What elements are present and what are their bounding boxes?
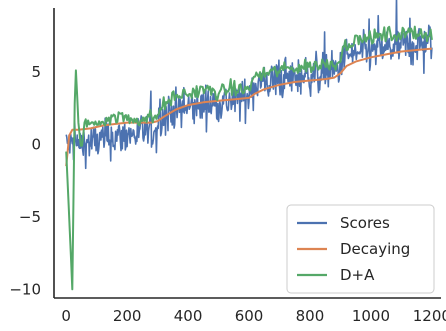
x-tick-label: 1200: [413, 307, 446, 325]
series-layer: [65, 0, 433, 291]
y-tick-label: −5: [19, 208, 41, 226]
axes: [53, 8, 441, 299]
x-tick-label: 800: [296, 307, 325, 325]
series-line-d-a: [65, 25, 433, 291]
legend-label-decaying: Decaying: [340, 240, 410, 258]
legend-box: [286, 204, 435, 294]
x-tick-label: 600: [235, 307, 264, 325]
x-tick-label: 0: [61, 307, 71, 325]
legend: Scores Decaying D+A: [286, 204, 435, 294]
y-tick-label: 0: [31, 135, 41, 153]
legend-label-scores: Scores: [340, 214, 390, 232]
series-line-decaying: [65, 47, 432, 167]
x-tick-label: 400: [174, 307, 203, 325]
series-line-scores: [65, 0, 433, 170]
legend-label-d-a: D+A: [340, 266, 375, 284]
y-tick-label: 5: [31, 63, 41, 81]
x-tick-label: 200: [113, 307, 142, 325]
ticks: 0 200 400 600 800 1000 1200 −10 −5 0 5: [9, 63, 446, 325]
y-tick-label: −10: [9, 280, 41, 298]
x-tick-label: 1000: [352, 307, 390, 325]
